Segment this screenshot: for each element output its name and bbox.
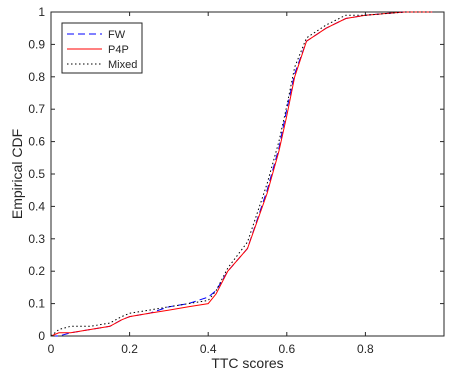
x-tick-label: 0.4 [200, 342, 217, 356]
x-axis-label: TTC scores [211, 355, 283, 371]
y-axis: 0 0.1 0.2 0.3 0.4 0.5 0.6 0.7 0.8 0.9 1 [28, 5, 444, 343]
legend-label-p4p: P4P [108, 44, 129, 56]
x-tick-label: 0.6 [278, 342, 295, 356]
y-tick-label: 0.4 [28, 199, 45, 213]
y-tick-label: 0.2 [28, 264, 45, 278]
y-tick-label: 0.5 [28, 167, 45, 181]
y-tick-label: 0.6 [28, 135, 45, 149]
series-line-p4p [50, 11, 433, 337]
y-axis-label: Empirical CDF [9, 129, 25, 219]
legend-label-mixed: Mixed [108, 59, 137, 71]
x-tick-label: 0.2 [121, 342, 138, 356]
x-tick-label: 0.8 [357, 342, 374, 356]
x-tick-label: 0 [48, 342, 55, 356]
y-tick-label: 0.8 [28, 70, 45, 84]
series-line-mixed [50, 11, 433, 337]
y-tick-label: 0.9 [28, 37, 45, 51]
legend-box [61, 22, 143, 74]
legend-label-fw: FW [108, 29, 126, 41]
series-layer [50, 11, 433, 337]
y-tick-label: 0.7 [28, 102, 45, 116]
y-tick-label: 0 [38, 329, 45, 343]
y-tick-label: 0.1 [28, 297, 45, 311]
x-axis: 0 0.2 0.4 0.6 0.8 [48, 12, 374, 356]
y-tick-label: 0.3 [28, 232, 45, 246]
legend: FW P4P Mixed [61, 22, 143, 74]
y-tick-label: 1 [38, 5, 45, 19]
